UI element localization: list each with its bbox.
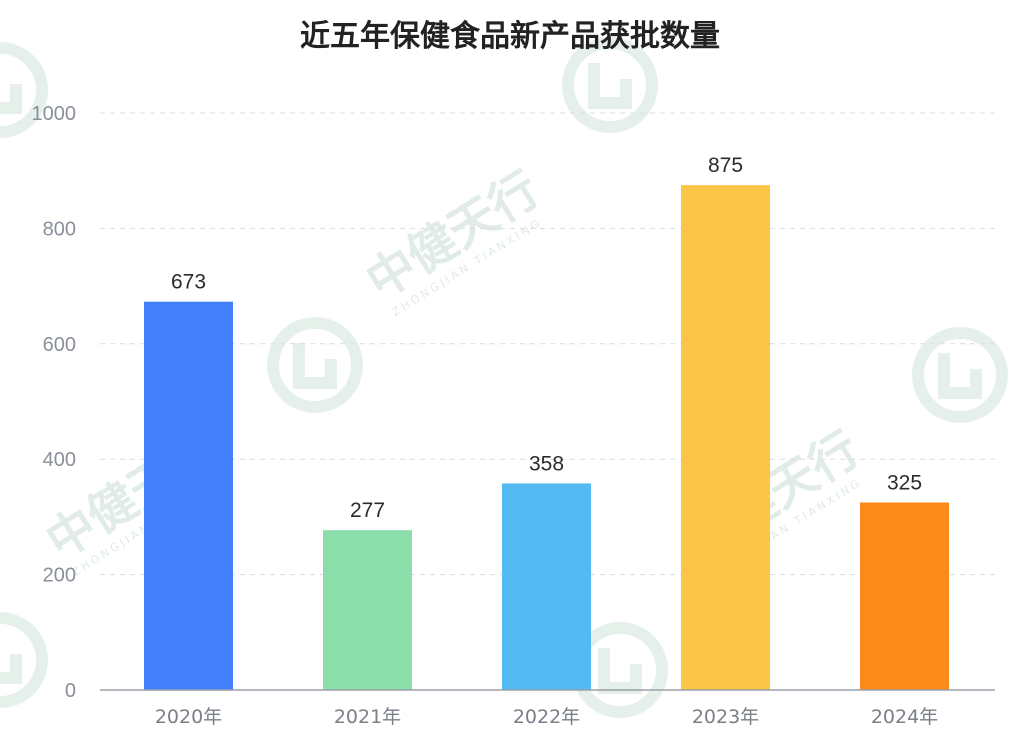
bars: [144, 185, 949, 690]
x-tick-label: 2020年: [155, 706, 222, 728]
x-tick-label: 2021年: [334, 706, 401, 728]
watermark-logo: [912, 327, 1008, 423]
bar: [681, 185, 770, 690]
watermark-logo: [0, 42, 48, 138]
y-tick-label: 400: [43, 449, 76, 471]
data-label: 673: [171, 271, 206, 294]
y-tick-label: 0: [65, 680, 76, 702]
data-label: 875: [708, 154, 743, 177]
watermark-logo: [267, 317, 363, 413]
y-tick-label: 1000: [32, 103, 77, 125]
data-label: 358: [529, 452, 564, 475]
y-axis: 0 200 400 600 800 1000: [32, 103, 77, 702]
watermark-logo: [0, 612, 48, 708]
bar: [502, 483, 591, 690]
x-tick-label: 2024年: [871, 706, 938, 728]
y-tick-label: 800: [43, 218, 76, 240]
x-axis: 2020年 2021年 2022年 2023年 2024年: [100, 689, 995, 728]
x-tick-label: 2023年: [692, 706, 759, 728]
bar: [323, 530, 412, 690]
y-tick-label: 200: [43, 565, 76, 587]
watermark-logo: [562, 37, 658, 133]
y-tick-label: 600: [43, 334, 76, 356]
chart-title: 近五年保健食品新产品获批数量: [300, 19, 720, 54]
data-label: 277: [350, 499, 385, 522]
bar: [860, 502, 949, 690]
x-tick-label: 2022年: [513, 706, 580, 728]
data-labels: 673 277 358 875 325: [171, 154, 922, 522]
bar: [144, 301, 233, 690]
data-label: 325: [887, 471, 922, 494]
